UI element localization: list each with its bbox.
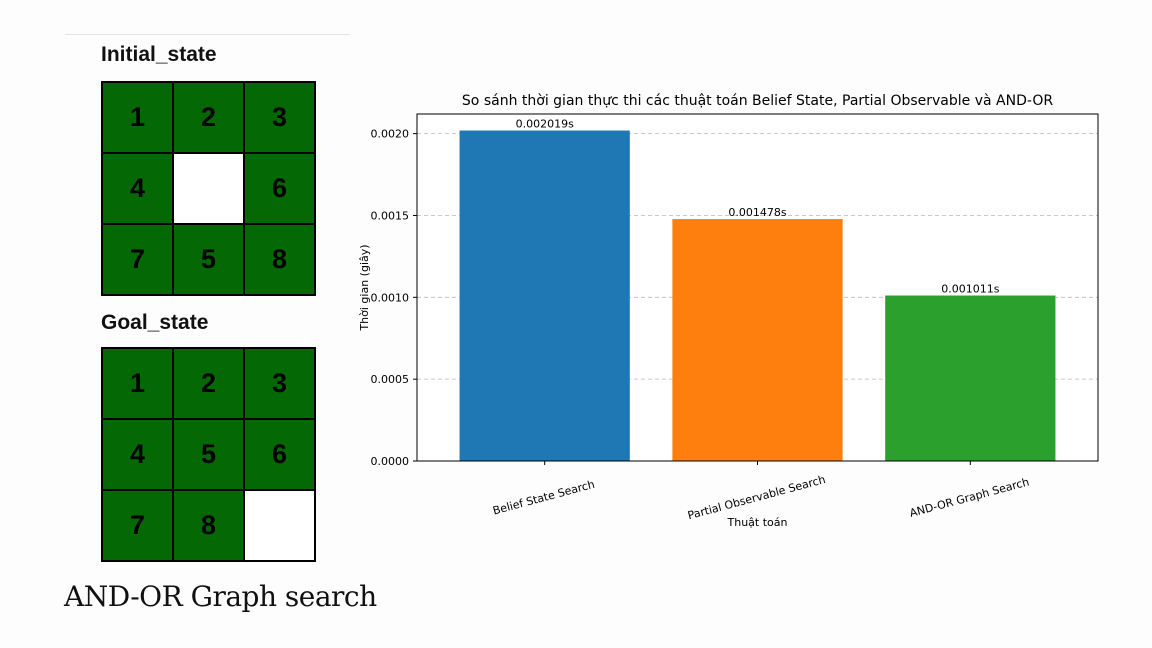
y-tick-label: 0.0010: [371, 291, 410, 304]
initial-state-title: Initial_state: [101, 43, 217, 66]
initial-blank-tile: [174, 154, 243, 223]
initial-tile-5: 5: [174, 225, 243, 294]
goal-tile-8: 8: [174, 491, 243, 560]
initial-tile-6: 6: [245, 154, 314, 223]
goal-tile-7: 7: [103, 491, 172, 560]
y-tick-label: 0.0020: [371, 128, 410, 141]
top-divider: [65, 34, 350, 35]
initial-tile-4: 4: [103, 154, 172, 223]
x-tick-label: AND-OR Graph Search: [908, 475, 1031, 519]
x-tick-label: Partial Observable Search: [686, 473, 827, 522]
goal-tile-6: 6: [245, 420, 314, 489]
y-axis-label: Thời gian (giây): [358, 244, 371, 331]
bar-data-label: 0.002019s: [516, 118, 574, 131]
bar-0: [459, 130, 630, 461]
initial-tile-3: 3: [245, 83, 314, 152]
initial-tile-2: 2: [174, 83, 243, 152]
execution-time-bar-chart: 0.0000 0.0005 0.0010 0.0015 0.0020 0.002019s B…: [358, 93, 1099, 529]
bar-data-label: 0.001478s: [728, 206, 786, 219]
x-axis-label: Thuật toán: [727, 516, 788, 529]
y-tick-label: 0.0015: [371, 209, 410, 222]
initial-tile-8: 8: [245, 225, 314, 294]
goal-tile-5: 5: [174, 420, 243, 489]
bar-data-label: 0.001011s: [941, 283, 999, 296]
axes-frame: [416, 113, 1099, 462]
y-tick-label: 0.0000: [371, 455, 410, 468]
goal-state-title: Goal_state: [101, 311, 209, 334]
bar-2: [885, 295, 1056, 461]
goal-tile-2: 2: [174, 349, 243, 418]
bar-1: [672, 219, 843, 461]
goal-tile-3: 3: [245, 349, 314, 418]
goal-tile-1: 1: [103, 349, 172, 418]
goal-tile-4: 4: [103, 420, 172, 489]
goal-blank-tile: [245, 491, 314, 560]
initial-tile-1: 1: [103, 83, 172, 152]
x-tick-label: Belief State Search: [491, 478, 596, 518]
algorithm-caption: AND-OR Graph search: [64, 580, 377, 613]
initial-tile-7: 7: [103, 225, 172, 294]
chart-title: So sánh thời gian thực thi các thuật toá…: [462, 93, 1053, 109]
y-tick-label: 0.0005: [371, 373, 410, 386]
